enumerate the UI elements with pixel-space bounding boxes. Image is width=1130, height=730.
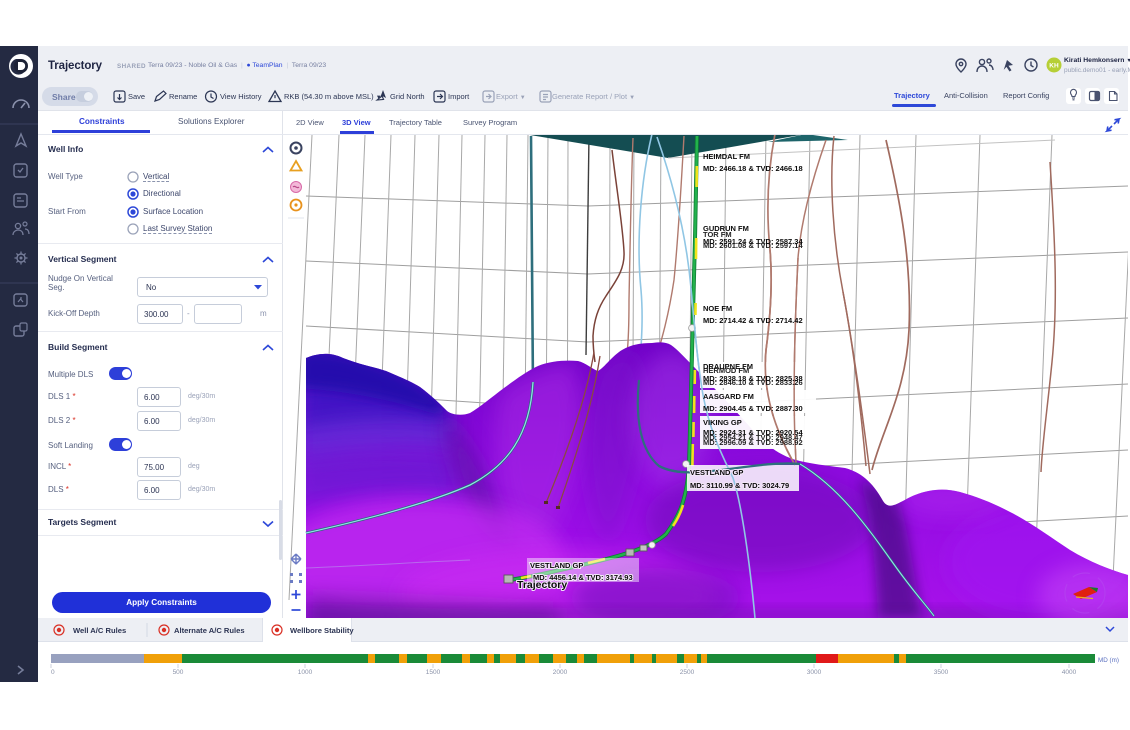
svg-text:MD: 3110.99 & TVD: 3024.79: MD: 3110.99 & TVD: 3024.79 [690,481,789,490]
svg-text:VESTLAND GP: VESTLAND GP [690,468,743,477]
svg-text:HERMOD FM: HERMOD FM [703,366,749,375]
svg-text:MD: 2714.42 & TVD: 2714.42: MD: 2714.42 & TVD: 2714.42 [703,316,803,325]
svg-text:AASGARD FM: AASGARD FM [703,392,754,401]
svg-text:1000: 1000 [298,669,313,676]
svg-text:NOE FM: NOE FM [703,304,732,313]
svg-text:500: 500 [173,669,184,676]
svg-text:MD: 2954.21 & TVD: 2948.47: MD: 2954.21 & TVD: 2948.47 [703,433,803,442]
svg-text:1500: 1500 [426,669,441,676]
svg-text:MD: 2996.09 & TVD: 2988.92: MD: 2996.09 & TVD: 2988.92 [703,438,803,447]
svg-text:2000: 2000 [553,669,568,676]
svg-text:MD (m): MD (m) [1098,657,1119,664]
svg-text:MD: 2904.45 & TVD: 2887.30: MD: 2904.45 & TVD: 2887.30 [703,404,803,413]
svg-text:VESTLAND GP: VESTLAND GP [530,561,583,570]
svg-text:MD: 4456.14 & TVD: 3174.93: MD: 4456.14 & TVD: 3174.93 [533,573,633,582]
svg-text:4000: 4000 [1062,669,1077,676]
svg-text:Trajectory: Trajectory [517,579,567,591]
svg-text:MD: 2591.24 & TVD: 2587.34: MD: 2591.24 & TVD: 2587.34 [703,237,803,246]
svg-text:HEIMDAL FM: HEIMDAL FM [703,152,750,161]
svg-text:VIKING GP: VIKING GP [703,418,742,427]
svg-text:2500: 2500 [680,669,695,676]
svg-text:TOR FM: TOR FM [703,230,732,239]
svg-text:MD: 2846.10 & TVD: 2833.26: MD: 2846.10 & TVD: 2833.26 [703,378,803,387]
svg-text:MD: 2466.18 & TVD: 2466.18: MD: 2466.18 & TVD: 2466.18 [703,164,803,173]
svg-text:3500: 3500 [934,669,949,676]
svg-text:MD: 2924.31 & TVD: 2920.54: MD: 2924.31 & TVD: 2920.54 [703,428,803,437]
svg-text:MD: 2601.08 & TVD: 2597.14: MD: 2601.08 & TVD: 2597.14 [703,241,803,250]
svg-text:GUDRUN FM: GUDRUN FM [703,224,749,233]
svg-text:KH: KH [1049,63,1059,70]
svg-text:3000: 3000 [807,669,822,676]
svg-text:0: 0 [51,669,55,676]
svg-text:DRAUPNE FM: DRAUPNE FM [703,362,753,371]
svg-text:MD: 2838.18 & TVD: 2825.38: MD: 2838.18 & TVD: 2825.38 [703,374,803,383]
